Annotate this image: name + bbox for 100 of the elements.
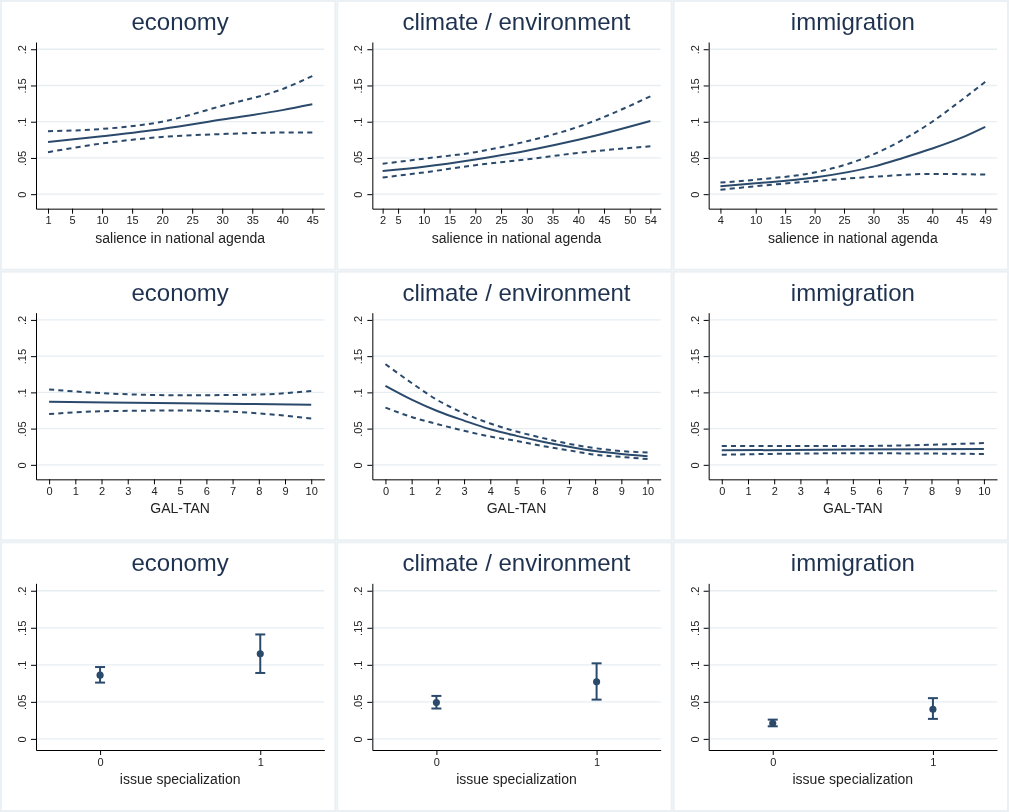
y-tick-label: .05 (688, 421, 701, 437)
x-tick-label: 4 (151, 485, 158, 498)
x-tick-label: 10 (978, 485, 991, 498)
x-tick-label: 7 (902, 485, 909, 498)
x-tick-label: 54 (644, 214, 657, 227)
x-tick-label: 10 (750, 214, 763, 227)
y-tick-label: .1 (352, 388, 365, 398)
y-tick-label: .2 (16, 315, 28, 326)
x-axis-title: salience in national agenda (431, 229, 602, 246)
x-tick-label: 35 (546, 214, 560, 227)
y-tick-label: .1 (688, 388, 701, 398)
y-tick-label: 0 (688, 191, 701, 198)
line-series (47, 75, 314, 133)
y-tick-label: 0 (16, 191, 28, 198)
x-tick-label: 5 (69, 214, 76, 227)
x-tick-label: 2 (380, 214, 387, 227)
x-tick-label: 2 (435, 485, 442, 498)
y-tick-label: .15 (352, 78, 365, 94)
x-tick-label: 25 (495, 214, 508, 227)
y-tick-label: .15 (16, 78, 28, 94)
y-tick-label: .05 (688, 694, 701, 710)
x-tick-label: 35 (246, 214, 259, 227)
y-tick-label: 0 (688, 462, 701, 469)
x-tick-label: 3 (125, 485, 132, 498)
x-axis-title: GAL-TAN (486, 500, 547, 517)
chart-title: climate / environment (402, 278, 631, 306)
x-tick-label: 0 (719, 485, 726, 498)
x-tick-label: 6 (203, 485, 210, 498)
x-axis-title: salience in national agenda (767, 229, 938, 246)
x-tick-label: 1 (72, 485, 79, 498)
x-tick-label: 8 (256, 485, 263, 498)
x-tick-label: 5 (395, 214, 402, 227)
x-tick-label: 9 (955, 485, 962, 498)
x-tick-label: 49 (979, 214, 992, 227)
line-series (381, 145, 652, 179)
x-tick-label: 15 (126, 214, 139, 227)
x-axis-title: salience in national agenda (95, 229, 266, 246)
y-tick-label: .05 (16, 421, 28, 437)
y-tick-label: .2 (16, 45, 28, 55)
y-tick-label: .15 (688, 78, 701, 94)
x-tick-label: 20 (469, 214, 482, 227)
x-tick-label: 45 (306, 214, 319, 227)
x-tick-label: 40 (276, 214, 289, 227)
y-tick-label: 0 (688, 736, 701, 743)
x-tick-label: 1 (257, 755, 264, 768)
line-series (47, 131, 314, 154)
y-tick-label: .05 (352, 150, 365, 167)
y-tick-label: .1 (688, 117, 701, 127)
x-tick-label: 4 (824, 485, 831, 498)
chart-title: economy (131, 8, 229, 35)
chart-title: economy (131, 549, 229, 577)
x-tick-label: 8 (928, 485, 936, 498)
x-axis-title: issue specialization (792, 771, 914, 787)
x-tick-label: 5 (177, 485, 184, 498)
y-tick-label: 0 (352, 191, 365, 198)
x-tick-label: 1 (594, 755, 601, 768)
chart-title: immigration (790, 549, 915, 577)
line-series (381, 95, 652, 165)
x-axis-title: issue specialization (456, 771, 577, 787)
y-tick-label: .15 (688, 349, 701, 365)
x-tick-label: 30 (867, 214, 881, 227)
x-tick-label: 50 (624, 214, 637, 227)
y-tick-label: .1 (16, 117, 28, 127)
x-tick-label: 5 (850, 485, 857, 498)
x-tick-label: 10 (641, 485, 655, 498)
x-tick-label: 0 (433, 755, 440, 768)
x-tick-label: 20 (156, 214, 169, 227)
x-axis-title: GAL-TAN (150, 500, 210, 517)
y-tick-label: .1 (352, 117, 365, 127)
y-tick-label: .15 (16, 349, 28, 365)
y-tick-label: .1 (16, 388, 28, 398)
line-series (381, 119, 652, 172)
y-tick-label: .05 (16, 694, 28, 710)
y-tick-label: .05 (16, 150, 28, 167)
x-tick-label: 4 (487, 485, 494, 498)
x-tick-label: 25 (186, 214, 199, 227)
y-tick-label: 0 (16, 736, 28, 743)
chart-title: immigration (790, 278, 915, 306)
y-tick-label: .15 (352, 620, 365, 636)
x-tick-label: 15 (779, 214, 792, 227)
x-tick-label: 20 (808, 214, 822, 227)
x-tick-label: 10 (96, 214, 109, 227)
x-tick-label: 0 (382, 485, 389, 498)
x-tick-label: 9 (282, 485, 289, 498)
y-tick-label: 0 (352, 736, 365, 743)
line-series (47, 103, 314, 143)
x-tick-label: 40 (926, 214, 939, 227)
line-series (384, 363, 649, 454)
x-tick-label: 25 (838, 214, 851, 227)
chart-title: climate / environment (402, 8, 631, 35)
y-tick-label: .2 (688, 45, 701, 55)
x-tick-label: 15 (443, 214, 457, 227)
x-tick-label: 1 (409, 485, 416, 498)
y-tick-label: 0 (16, 462, 28, 469)
y-tick-label: .15 (688, 620, 701, 636)
x-tick-label: 45 (598, 214, 611, 227)
x-tick-label: 10 (305, 485, 318, 498)
x-tick-label: 30 (216, 214, 229, 227)
x-tick-label: 0 (46, 485, 53, 498)
y-tick-label: .1 (16, 660, 28, 670)
